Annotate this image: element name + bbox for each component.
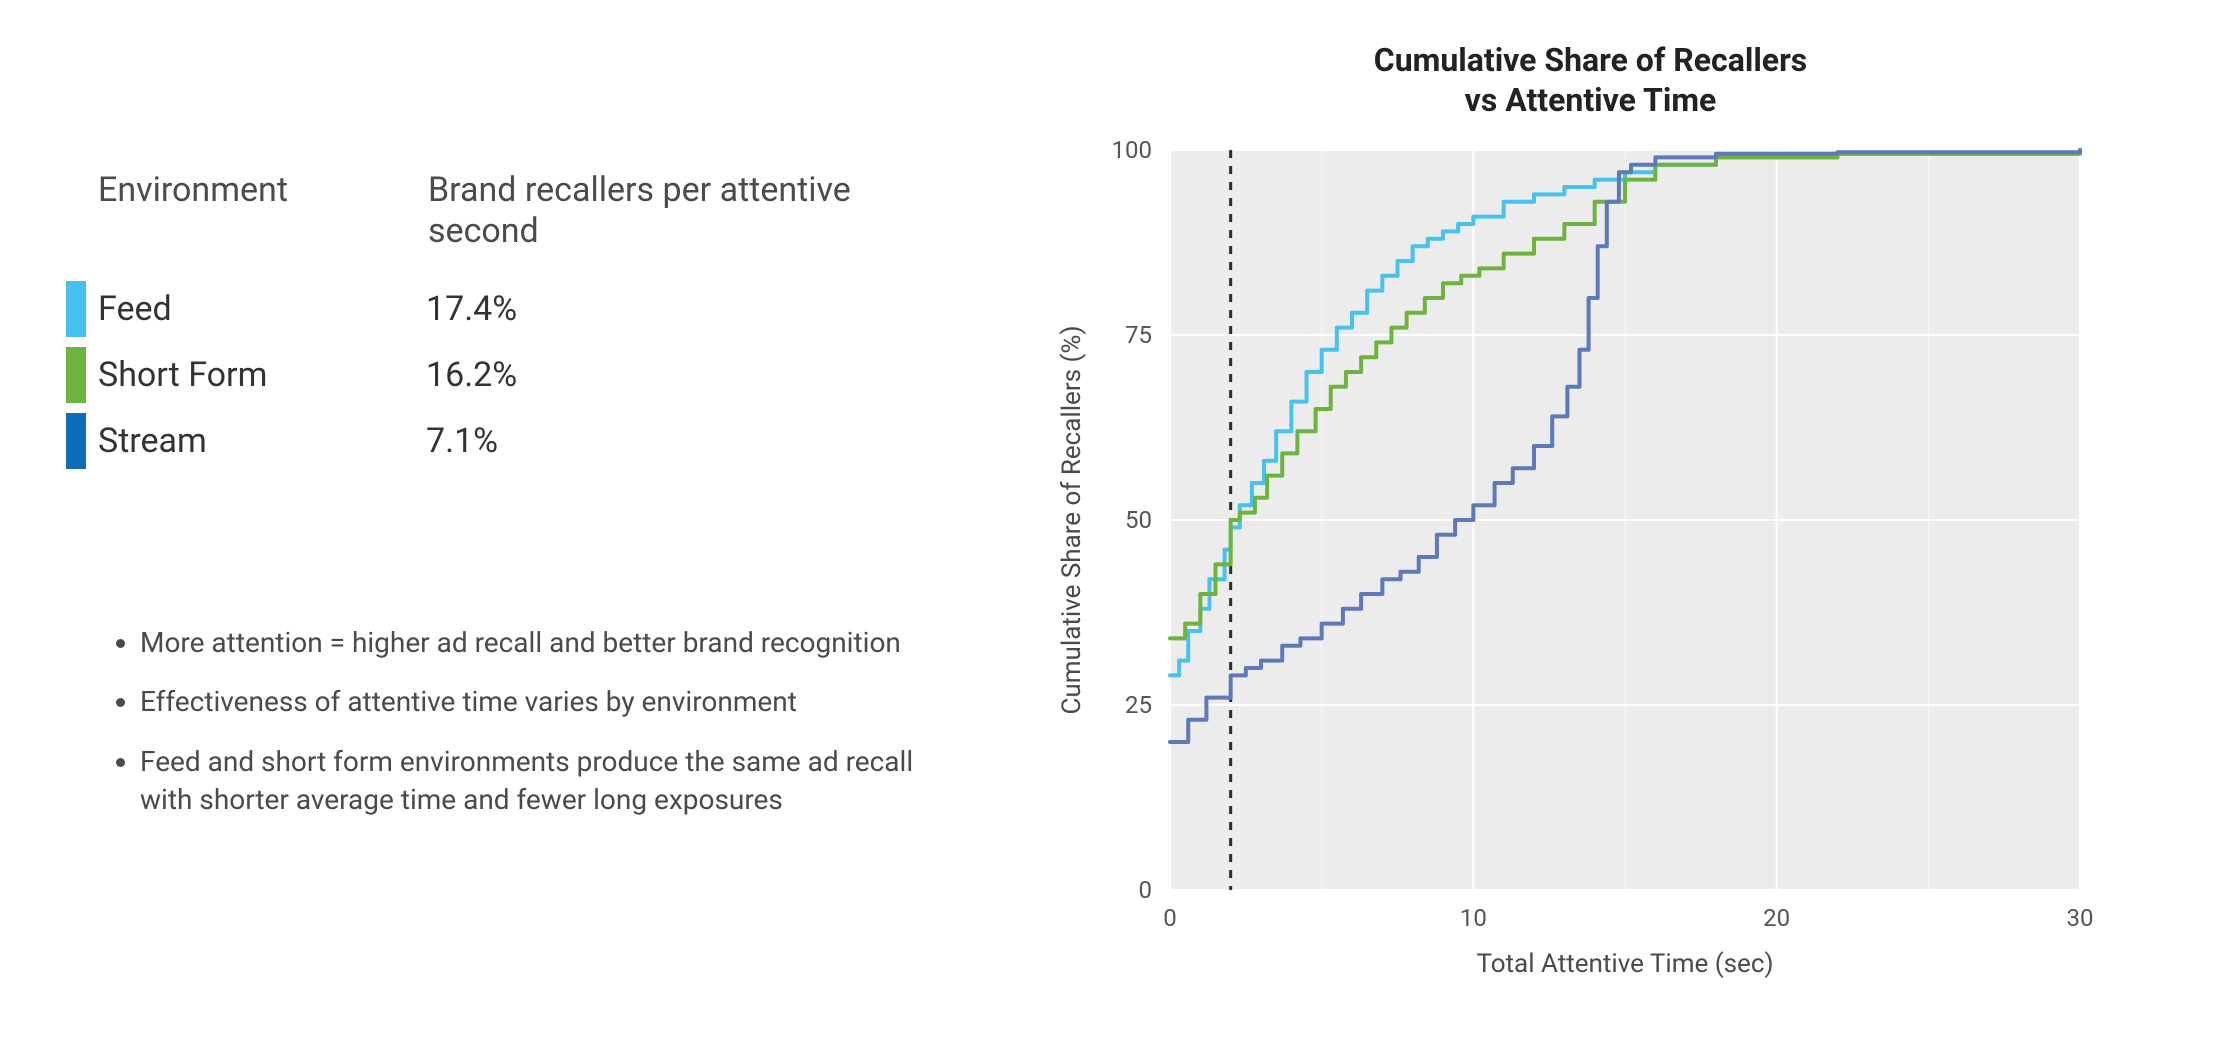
bullet-item: Feed and short form environments produce… xyxy=(140,743,940,819)
bullet-item: More attention = higher ad recall and be… xyxy=(140,624,940,662)
value-label: 17.4% xyxy=(426,289,940,329)
x-tick-label: 10 xyxy=(1460,904,1487,932)
chart-title: Cumulative Share of Recallers vs Attenti… xyxy=(1040,40,2141,120)
x-axis-label: Total Attentive Time (sec) xyxy=(1476,949,1773,979)
chart-title-line1: Cumulative Share of Recallers xyxy=(1374,41,1807,79)
environment-label: Short Form xyxy=(86,355,426,395)
table-row: Short Form16.2% xyxy=(70,342,940,408)
y-tick-label: 50 xyxy=(1125,506,1152,534)
x-tick-label: 30 xyxy=(2067,904,2094,932)
value-label: 7.1% xyxy=(426,421,940,461)
chart-panel: Cumulative Share of Recallers vs Attenti… xyxy=(1000,0,2231,1040)
header-environment: Environment xyxy=(98,170,428,252)
environment-label: Stream xyxy=(86,421,426,461)
chart-title-line2: vs Attentive Time xyxy=(1465,81,1717,119)
data-table: Environment Brand recallers per attentiv… xyxy=(70,170,940,474)
y-tick-label: 0 xyxy=(1139,876,1153,904)
bullet-item: Effectiveness of attentive time varies b… xyxy=(140,683,940,721)
chart-wrap: 0 10 20 30 0 25 50 75 100 Total Attentive Time (s… xyxy=(1040,130,2141,1000)
line-chart: 0 10 20 30 0 25 50 75 100 Total Attentive Time (s… xyxy=(1040,130,2100,1000)
environment-label: Feed xyxy=(86,289,426,329)
color-swatch xyxy=(66,347,86,403)
x-tick-label: 0 xyxy=(1163,904,1177,932)
table-row: Stream7.1% xyxy=(70,408,940,474)
color-swatch xyxy=(66,413,86,469)
value-label: 16.2% xyxy=(426,355,940,395)
y-tick-label: 100 xyxy=(1112,136,1152,164)
bullet-list: More attention = higher ad recall and be… xyxy=(70,624,940,819)
left-panel: Environment Brand recallers per attentiv… xyxy=(0,0,1000,1040)
y-tick-label: 25 xyxy=(1125,691,1152,719)
color-swatch xyxy=(66,281,86,337)
table-row: Feed17.4% xyxy=(70,276,940,342)
slide-container: Environment Brand recallers per attentiv… xyxy=(0,0,2231,1040)
table-header-row: Environment Brand recallers per attentiv… xyxy=(70,170,940,252)
header-value: Brand recallers per attentive second xyxy=(428,170,940,252)
x-tick-label: 20 xyxy=(1763,904,1790,932)
y-axis-label: Cumulative Share of Recallers (%) xyxy=(1057,325,1087,714)
y-tick-label: 75 xyxy=(1125,321,1152,349)
